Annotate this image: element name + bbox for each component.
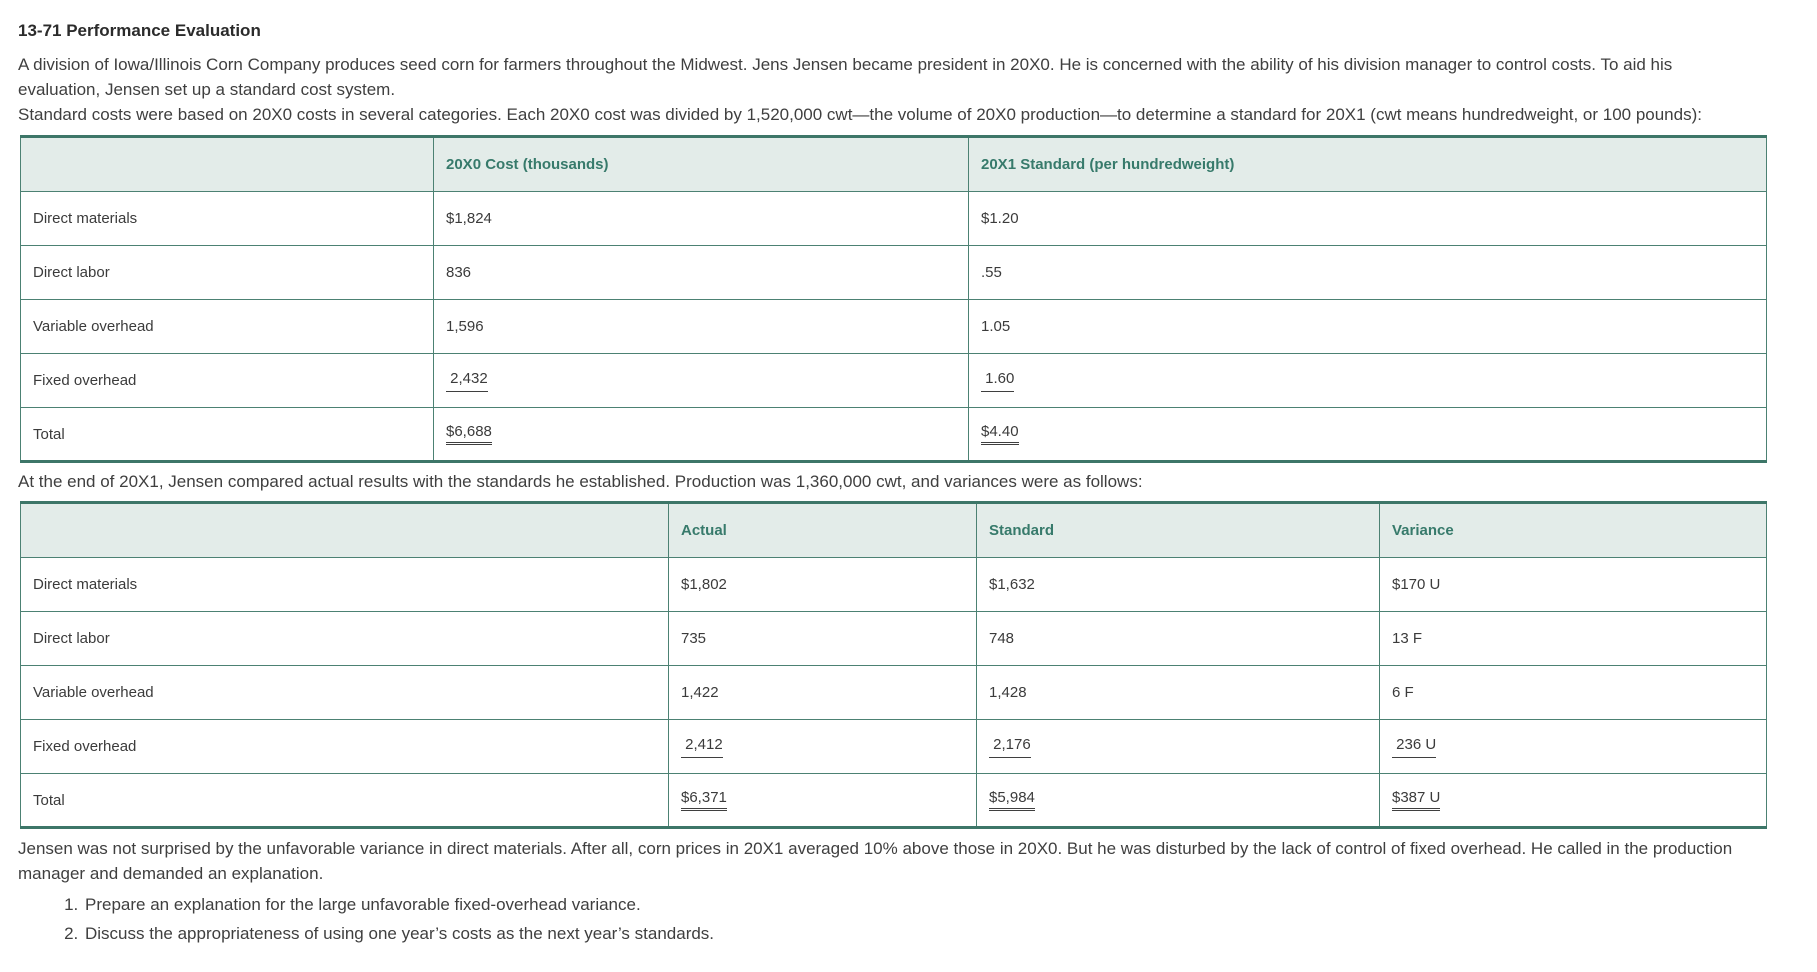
cell-value-underlined: 236 U [1392, 736, 1437, 758]
value-cell: 1.60 [968, 353, 1767, 408]
table-row: Direct materials $1,824 $1.20 [20, 191, 1767, 246]
value-cell: 1,428 [976, 665, 1380, 720]
table-total-row: Total $6,371 $5,984 $387 U [20, 773, 1767, 828]
table-row: Direct materials $1,802 $1,632 $170 U [20, 557, 1767, 612]
value-cell: 748 [976, 611, 1380, 666]
value-cell: 2,412 [668, 719, 977, 774]
value-cell: 6 F [1379, 665, 1767, 720]
row-label-cell: Fixed overhead [20, 719, 669, 774]
cell-value: 735 [681, 629, 707, 647]
requirement-item-2: Discuss the appropriateness of using one… [83, 921, 1817, 946]
cost-standards-table: 20X0 Cost (thousands) 20X1 Standard (per… [20, 135, 1767, 463]
cell-value-underlined: 2,176 [989, 736, 1031, 758]
mid-paragraph: At the end of 20X1, Jensen compared actu… [18, 472, 1143, 491]
problem-title: 13-71 Performance Evaluation [18, 21, 261, 40]
value-cell: $1,632 [976, 557, 1380, 612]
value-cell: $4.40 [968, 407, 1767, 462]
value-cell: 2,432 [433, 353, 969, 408]
table-total-row: Total $6,688 $4.40 [20, 407, 1767, 462]
table-row: Variable overhead 1,596 1.05 [20, 299, 1767, 354]
cell-value: 13 F [1392, 629, 1423, 647]
row-label-cell: Direct labor [20, 611, 669, 666]
value-cell: .55 [968, 245, 1767, 300]
cell-value-double-underlined: $387 U [1392, 789, 1441, 811]
table-row: Variable overhead 1,422 1,428 6 F [20, 665, 1767, 720]
cell-value: 748 [989, 629, 1015, 647]
cell-value: 6 F [1392, 683, 1414, 701]
header-cell-empty [20, 502, 669, 558]
cell-value-underlined: 2,412 [681, 736, 723, 758]
value-cell: 1,422 [668, 665, 977, 720]
value-cell: $387 U [1379, 773, 1767, 828]
table-row: Direct labor 735 748 13 F [20, 611, 1767, 666]
row-label-cell: Variable overhead [20, 299, 434, 354]
cell-value-double-underlined: $6,688 [446, 423, 492, 445]
value-cell: $1.20 [968, 191, 1767, 246]
row-label-cell: Total [20, 407, 434, 462]
row-label-cell: Direct materials [20, 557, 669, 612]
cell-value-double-underlined: $6,371 [681, 789, 727, 811]
table-row: Fixed overhead 2,432 1.60 [20, 353, 1767, 408]
value-cell: $6,371 [668, 773, 977, 828]
cell-value: 1,596 [446, 317, 484, 335]
cell-value: $1,802 [681, 575, 727, 593]
table-row: Fixed overhead 2,412 2,176 236 U [20, 719, 1767, 774]
cell-value: $1,632 [989, 575, 1035, 593]
problem-page: 13-71 Performance Evaluation A division … [0, 0, 1817, 946]
value-cell: 836 [433, 245, 969, 300]
cell-value-underlined: 2,432 [446, 370, 488, 392]
cell-value: 1,422 [681, 683, 719, 701]
cell-value: 836 [446, 263, 472, 281]
cell-value: 1,428 [989, 683, 1027, 701]
value-cell: 2,176 [976, 719, 1380, 774]
variance-table: Actual Standard Variance Direct material… [20, 501, 1767, 829]
cell-value: $1.20 [981, 209, 1019, 227]
header-cell-20x0-cost: 20X0 Cost (thousands) [433, 136, 969, 192]
value-cell: 1,596 [433, 299, 969, 354]
value-cell: $1,802 [668, 557, 977, 612]
cell-value: $170 U [1392, 575, 1441, 593]
header-cell-20x1-standard: 20X1 Standard (per hundredweight) [968, 136, 1767, 192]
header-cell-standard: Standard [976, 502, 1380, 558]
header-cell-empty [20, 136, 434, 192]
cell-value-underlined: 1.60 [981, 370, 1015, 392]
row-label-cell: Variable overhead [20, 665, 669, 720]
row-label-cell: Direct materials [20, 191, 434, 246]
table-header-row: 20X0 Cost (thousands) 20X1 Standard (per… [20, 136, 1767, 192]
cell-value-double-underlined: $4.40 [981, 423, 1019, 445]
header-cell-actual: Actual [668, 502, 977, 558]
intro-paragraph-1: A division of Iowa/Illinois Corn Company… [18, 55, 1673, 99]
requirements-list: Prepare an explanation for the large unf… [18, 892, 1817, 946]
cell-value: $1,824 [446, 209, 492, 227]
intro-paragraph-2: Standard costs were based on 20X0 costs … [18, 105, 1702, 124]
value-cell: $6,688 [433, 407, 969, 462]
value-cell: $170 U [1379, 557, 1767, 612]
value-cell: 1.05 [968, 299, 1767, 354]
cell-value-double-underlined: $5,984 [989, 789, 1035, 811]
cell-value: 1.05 [981, 317, 1011, 335]
row-label-cell: Direct labor [20, 245, 434, 300]
row-label-cell: Fixed overhead [20, 353, 434, 408]
value-cell: 236 U [1379, 719, 1767, 774]
value-cell: 13 F [1379, 611, 1767, 666]
closing-paragraph: Jensen was not surprised by the unfavora… [18, 839, 1733, 883]
cell-value: .55 [981, 263, 1002, 281]
table-row: Direct labor 836 .55 [20, 245, 1767, 300]
value-cell: 735 [668, 611, 977, 666]
value-cell: $1,824 [433, 191, 969, 246]
value-cell: $5,984 [976, 773, 1380, 828]
requirement-item-1: Prepare an explanation for the large unf… [83, 892, 1817, 917]
table-header-row: Actual Standard Variance [20, 502, 1767, 558]
header-cell-variance: Variance [1379, 502, 1767, 558]
row-label-cell: Total [20, 773, 669, 828]
